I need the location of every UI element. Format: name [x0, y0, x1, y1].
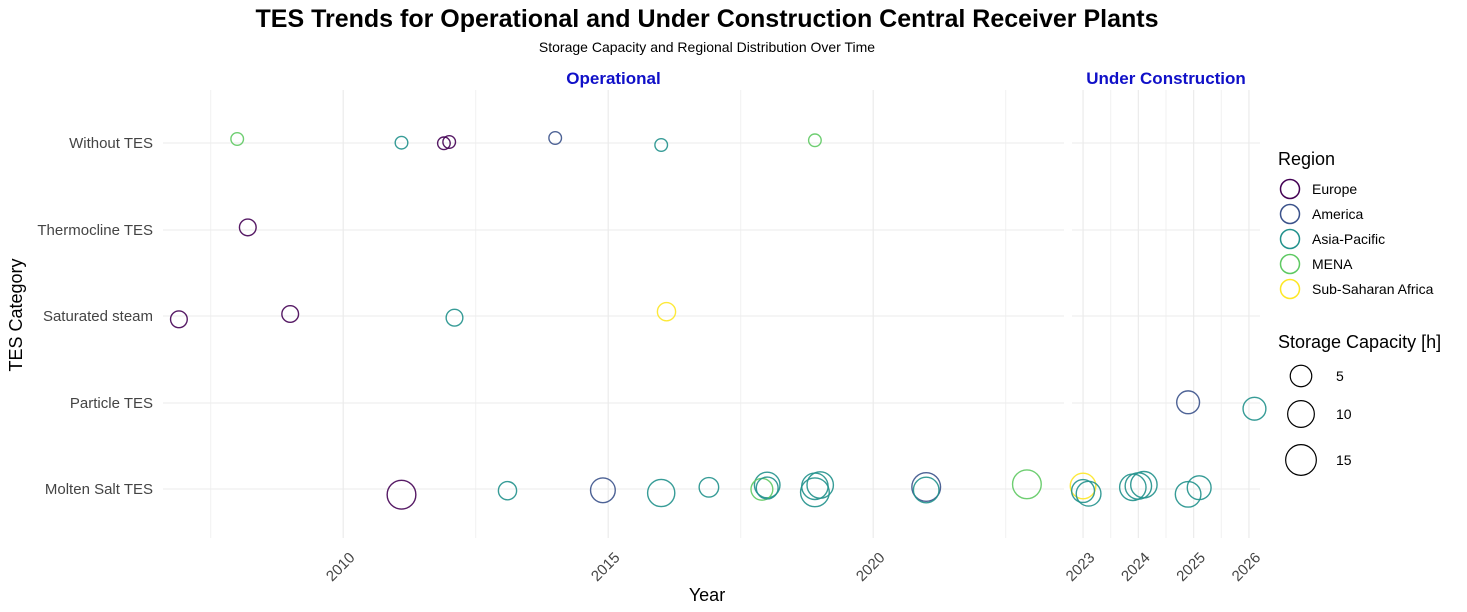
x-tick-label: 2026: [1229, 549, 1265, 585]
data-point: [1175, 390, 1201, 415]
y-tick-label: Saturated steam: [43, 308, 153, 325]
legend-size-key: [1289, 364, 1313, 388]
data-point: [654, 137, 669, 152]
legend-size-title: Storage Capacity [h]: [1278, 332, 1441, 352]
x-tick-label: 2010: [323, 549, 359, 585]
legend-region-key: [1279, 178, 1301, 200]
data-point: [589, 477, 616, 504]
data-point: [1070, 478, 1096, 504]
legend-size-key: [1287, 400, 1315, 428]
data-point: [806, 471, 835, 499]
y-tick-label: Without TES: [69, 135, 153, 152]
legend-region-label: Europe: [1312, 181, 1357, 197]
plot-area: 2010 2015 2020 Operational 2023 2024 2025 2026 U…: [37, 69, 1267, 585]
legend-region-label: Asia-Pacific: [1312, 231, 1385, 247]
data-point: [807, 133, 822, 148]
data-point: [1069, 472, 1097, 500]
data-point: [753, 471, 781, 499]
legend: Region Storage Capacity [h] Europe Americ…: [1278, 149, 1441, 476]
legend-region-label: America: [1312, 206, 1364, 222]
data-point: [386, 479, 417, 510]
chart-title: TES Trends for Operational and Under Con…: [256, 5, 1159, 33]
x-tick-label: 2023: [1063, 549, 1099, 585]
legend-region-title: Region: [1278, 149, 1335, 169]
panel-operational: 2010 2015 2020 Operational: [163, 69, 1064, 585]
data-point: [1174, 480, 1202, 508]
chart-subtitle: Storage Capacity and Regional Distributi…: [539, 39, 875, 55]
data-point: [394, 135, 409, 150]
data-point: [1129, 470, 1158, 499]
data-point: [755, 476, 779, 500]
data-point: [548, 130, 563, 145]
y-tick-label: Thermocline TES: [37, 222, 153, 239]
legend-size-key: [1285, 444, 1317, 476]
panel-under-construction: 2023 2024 2025 2026 Under Construction: [1063, 69, 1265, 585]
data-point: [436, 136, 451, 151]
data-point: [442, 134, 457, 149]
y-tick-label: Particle TES: [70, 395, 153, 412]
data-point: [912, 476, 940, 504]
facet-title: Operational: [566, 69, 660, 88]
data-point: [238, 218, 257, 237]
legend-region-key: [1279, 278, 1301, 300]
data-point: [646, 478, 676, 508]
data-point: [169, 310, 188, 329]
data-point: [698, 476, 720, 498]
legend-region-key: [1279, 253, 1301, 275]
legend-region-label: MENA: [1312, 256, 1353, 272]
x-tick-label: 2024: [1118, 549, 1154, 585]
legend-size-label: 5: [1336, 368, 1344, 384]
legend-region-label: Sub-Saharan Africa: [1312, 281, 1434, 297]
data-point: [801, 472, 829, 501]
data-point: [281, 304, 300, 324]
data-point: [1011, 469, 1042, 500]
legend-size-label: 10: [1336, 406, 1352, 422]
data-point: [799, 477, 830, 508]
data-point: [497, 480, 518, 501]
y-tick-label: Molten Salt TES: [45, 481, 153, 498]
data-point: [911, 471, 942, 503]
x-tick-label: 2015: [588, 549, 624, 585]
legend-region-key: [1279, 228, 1301, 250]
facet-title: Under Construction: [1086, 69, 1246, 88]
legend-region-key: [1279, 203, 1301, 225]
data-point: [1242, 396, 1267, 421]
x-tick-label: 2025: [1173, 549, 1209, 585]
x-tick-label: 2020: [853, 549, 889, 585]
legend-size-label: 15: [1336, 452, 1352, 468]
data-point: [656, 301, 677, 322]
y-axis-label: TES Category: [6, 258, 26, 371]
points-layer: [169, 130, 1267, 510]
data-point: [445, 308, 464, 327]
data-point: [1186, 475, 1212, 501]
x-axis-label: Year: [689, 585, 725, 605]
data-point: [230, 131, 245, 146]
